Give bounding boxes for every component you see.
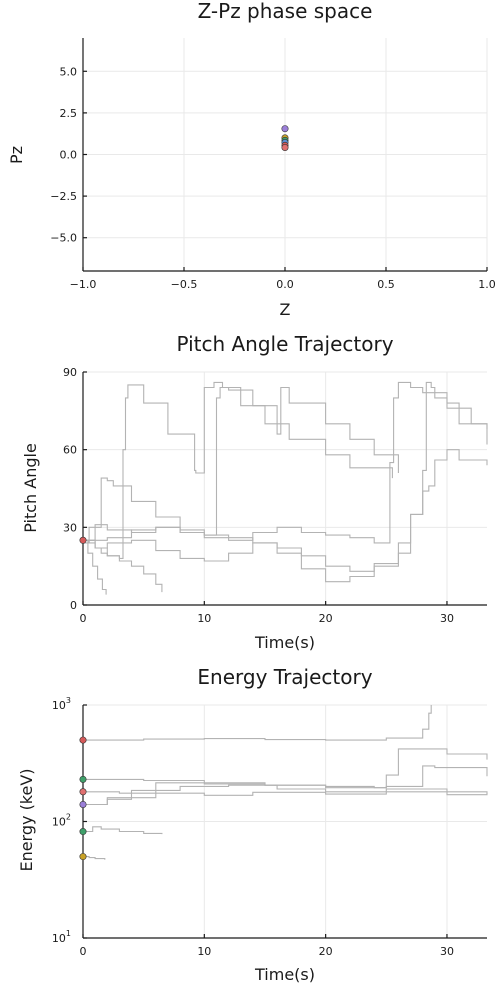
y-tick-label: 0.0 xyxy=(60,149,78,162)
data-point xyxy=(79,800,87,808)
y-tick-label: 0 xyxy=(70,599,77,612)
trajectory-line-6 xyxy=(83,539,107,595)
data-point xyxy=(79,788,87,796)
x-axis-label: Time(s) xyxy=(254,633,315,652)
chart-title: Energy Trajectory xyxy=(197,665,372,689)
data-point xyxy=(79,828,87,836)
panel-pitch-angle: Pitch Angle Trajectory Time(s) Pitch Ang… xyxy=(21,332,488,652)
trajectory-line-4 xyxy=(83,381,488,583)
y-axis-label: Pz xyxy=(7,146,26,164)
y-tick-label: 102 xyxy=(52,813,71,829)
trajectory-line-7 xyxy=(83,539,163,593)
trajectory-line-5 xyxy=(83,449,488,572)
y-tick-label: 101 xyxy=(52,929,71,945)
trajectory-line-2 xyxy=(83,386,399,541)
panel-phase-space: Z-Pz phase space Z Pz −1.0 −0.5 0.0 0.5 1.0−… xyxy=(7,0,496,319)
plot-area: −1.0 −0.5 0.0 0.5 1.0 −5.0 −2.5 0.0 2.5 5.0 xyxy=(50,38,496,291)
x-tick-label: 10 xyxy=(197,945,211,958)
x-tick-label: −1.0 xyxy=(70,278,97,291)
trajectory-line-7 xyxy=(83,856,106,860)
y-tick-label: −2.5 xyxy=(50,190,77,203)
trajectory-line-1 xyxy=(83,381,393,559)
y-axis-label: Pitch Angle xyxy=(21,443,40,533)
data-point xyxy=(79,536,87,544)
y-tick-label: 2.5 xyxy=(60,107,78,120)
trajectory-line-6 xyxy=(83,826,163,835)
trajectory-line-5 xyxy=(83,791,488,806)
x-tick-label: 20 xyxy=(319,612,333,625)
data-point xyxy=(79,775,87,783)
plot-area: 0 10 20 30 101 102 103 xyxy=(52,696,488,958)
x-tick-label: 0.5 xyxy=(377,278,395,291)
plot-area: 0 10 20 30 0 30 60 90 xyxy=(63,366,488,625)
chart-title: Z-Pz phase space xyxy=(198,0,373,23)
data-point xyxy=(281,125,289,133)
x-tick-label: 0 xyxy=(80,945,87,958)
trajectory-line-1 xyxy=(83,705,432,741)
y-tick-label: 90 xyxy=(63,366,77,379)
x-axis-label: Z xyxy=(280,300,291,319)
y-axis-label: Energy (keV) xyxy=(17,768,36,871)
x-tick-label: 30 xyxy=(440,945,454,958)
y-tick-exponent: 2 xyxy=(66,813,71,822)
chart-title: Pitch Angle Trajectory xyxy=(176,332,393,356)
x-tick-label: 30 xyxy=(440,612,454,625)
y-tick-label: 5.0 xyxy=(60,65,78,78)
data-point xyxy=(79,853,87,861)
x-tick-label: 0.0 xyxy=(276,278,294,291)
x-tick-label: 1.0 xyxy=(478,278,496,291)
y-tick-label: 30 xyxy=(63,521,77,534)
x-tick-label: 20 xyxy=(319,945,333,958)
x-tick-label: 10 xyxy=(197,612,211,625)
x-axis-label: Time(s) xyxy=(254,965,315,984)
x-tick-label: 0 xyxy=(80,612,87,625)
y-tick-exponent: 1 xyxy=(66,929,71,938)
y-tick-label: −5.0 xyxy=(50,232,77,245)
y-tick-label: 103 xyxy=(52,696,71,712)
y-tick-label: 60 xyxy=(63,444,77,457)
data-point xyxy=(281,144,289,152)
data-point xyxy=(79,736,87,744)
trajectory-line-2 xyxy=(83,748,488,789)
trajectory-line-4 xyxy=(83,784,488,806)
y-tick-exponent: 3 xyxy=(66,696,71,705)
x-tick-label: −0.5 xyxy=(171,278,198,291)
panel-energy: Energy Trajectory Time(s) Energy (keV) 0… xyxy=(17,665,488,984)
